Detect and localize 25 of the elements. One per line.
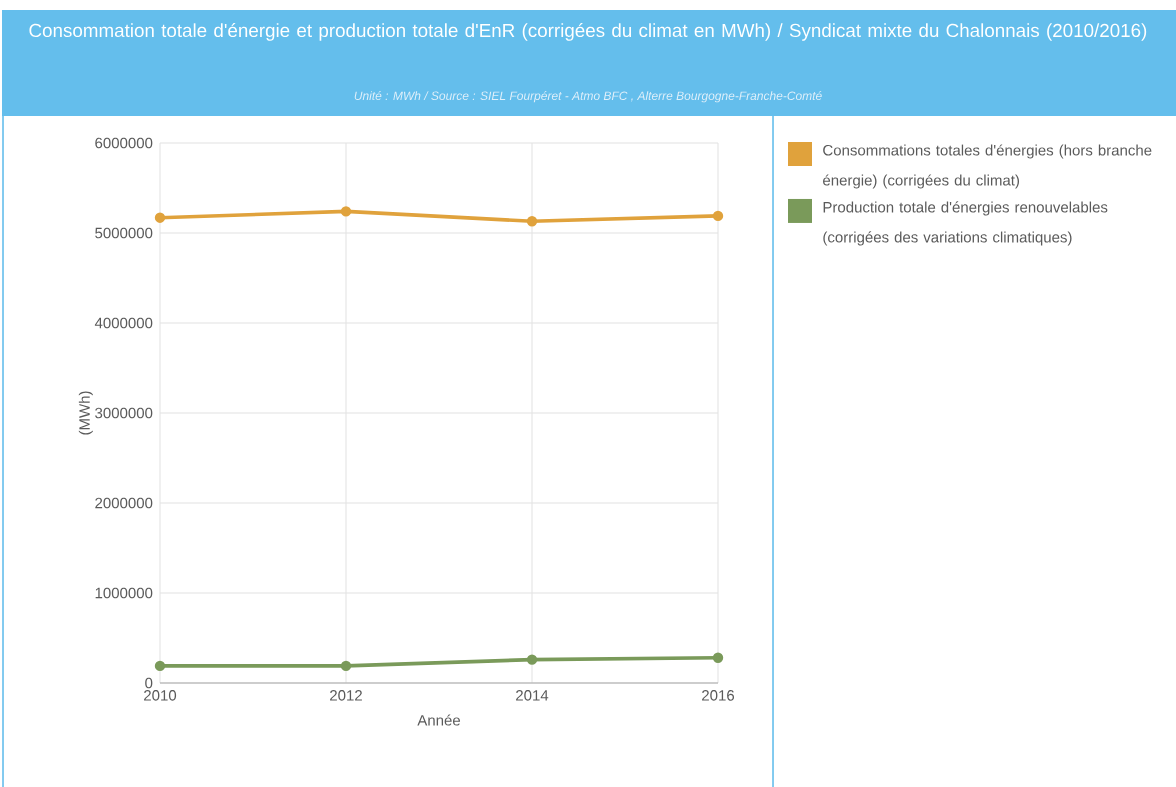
y-tick-label: 5000000 (95, 227, 153, 239)
y-tick-label: 6000000 (95, 137, 153, 149)
point (712, 652, 724, 663)
y-tick-label: 2000000 (95, 497, 153, 509)
chart-subtitle: Unité : MWh / Source : SIEL Fourpéret - Atmo BFC , Alterre Bourgogne-Franche-Comté (354, 91, 822, 103)
point (526, 654, 538, 665)
y-axis-title: (MWh) (78, 391, 93, 435)
chart-title: Consommation totale d'énergie et production totale d'EnR (corrigées du climat en MWh) / Syndicat mixte du Chalonnais (2010/2016) (29, 23, 1147, 41)
point (526, 216, 538, 227)
x-tick-label: 2010 (144, 690, 177, 701)
point (340, 660, 352, 672)
point (340, 206, 352, 217)
y-tick-label: 0 (145, 677, 153, 689)
y-tick-label: 1000000 (95, 587, 153, 599)
y-tick-label: 3000000 (95, 407, 153, 419)
y-tick-label: 4000000 (94, 317, 153, 329)
point (154, 212, 166, 223)
x-tick-label: 2012 (330, 690, 362, 701)
point (154, 660, 166, 672)
x-tick-label: 2014 (516, 690, 549, 701)
legend-label: Production totale d'énergies renouvelables (corrigées des variations climatiques) (823, 201, 1108, 246)
legend-label: Consommations totales d'énergies (hors branche énergie) (corrigées du climat) (823, 144, 1152, 189)
point (712, 210, 724, 222)
x-axis-title: Année (417, 714, 461, 726)
x-tick-label: 2016 (702, 690, 735, 701)
